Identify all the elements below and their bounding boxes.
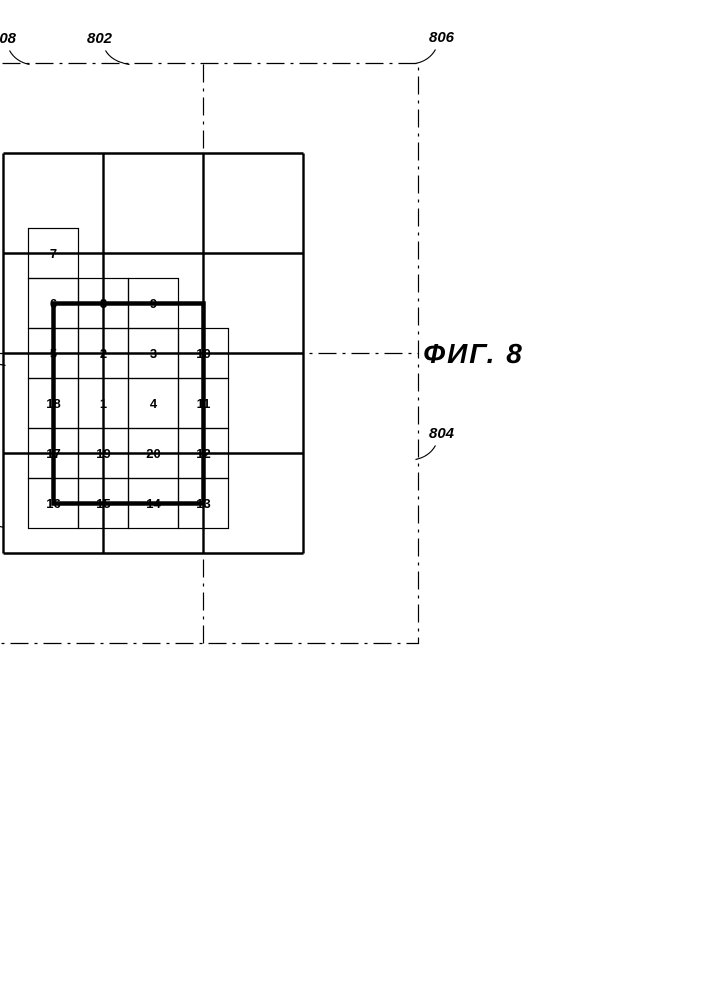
callout-label: 808 [0,30,17,47]
rotated-stage: 1617185671519128142043913121110602702808… [0,147,707,854]
cell-number: 7 [50,246,57,261]
cell-number: 19 [96,446,110,461]
callout-label: 802 [87,30,113,47]
callout-label: 806 [429,29,455,46]
figure-caption: ФИГ. 8 [423,338,524,369]
figure-canvas: 1617185671519128142043913121110602702808… [0,0,561,854]
callout-leader [10,51,30,65]
numbered-grid [29,229,229,529]
cell-number: 4 [150,396,158,411]
callout-label: 804 [429,425,455,442]
callout-leader [106,51,130,65]
cell-number: 3 [150,346,157,361]
cell-number: 1 [100,396,107,411]
cell-number: 20 [146,446,160,461]
callout-leader [416,50,436,64]
cell-number: 2 [100,346,107,361]
